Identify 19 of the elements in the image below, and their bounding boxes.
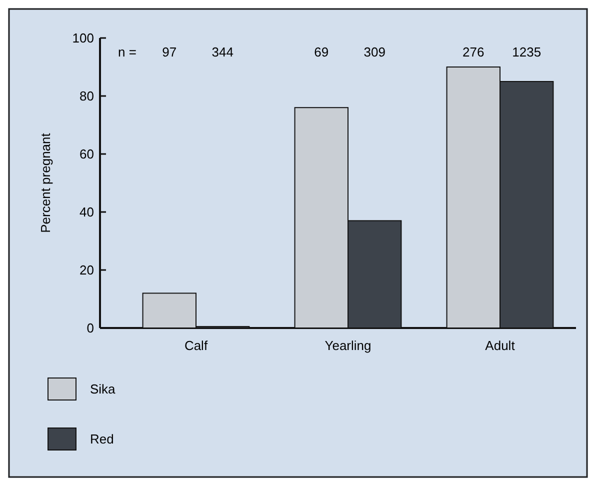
y-tick-label: 80: [80, 88, 94, 104]
legend-label: Red: [90, 432, 114, 447]
annotation: 344: [212, 44, 234, 60]
y-tick-label: 100: [72, 30, 94, 46]
y-tick-label: 20: [80, 262, 94, 278]
annotation: n =: [118, 44, 136, 60]
annotation: 1235: [512, 44, 542, 60]
y-tick-label: 0: [86, 320, 94, 336]
legend-label: Sika: [90, 382, 116, 397]
y-tick-label: 60: [80, 146, 94, 162]
y-tick-label: 40: [80, 204, 94, 220]
y-axis-title: Percent pregnant: [38, 132, 53, 233]
annotation: 309: [364, 44, 386, 60]
annotation: 97: [162, 44, 177, 60]
annotation: 69: [314, 44, 329, 60]
x-tick-label: Adult: [485, 338, 516, 353]
annotation: 276: [462, 44, 484, 60]
x-tick-label: Calf: [184, 338, 208, 353]
x-tick-label: Yearling: [324, 338, 372, 353]
